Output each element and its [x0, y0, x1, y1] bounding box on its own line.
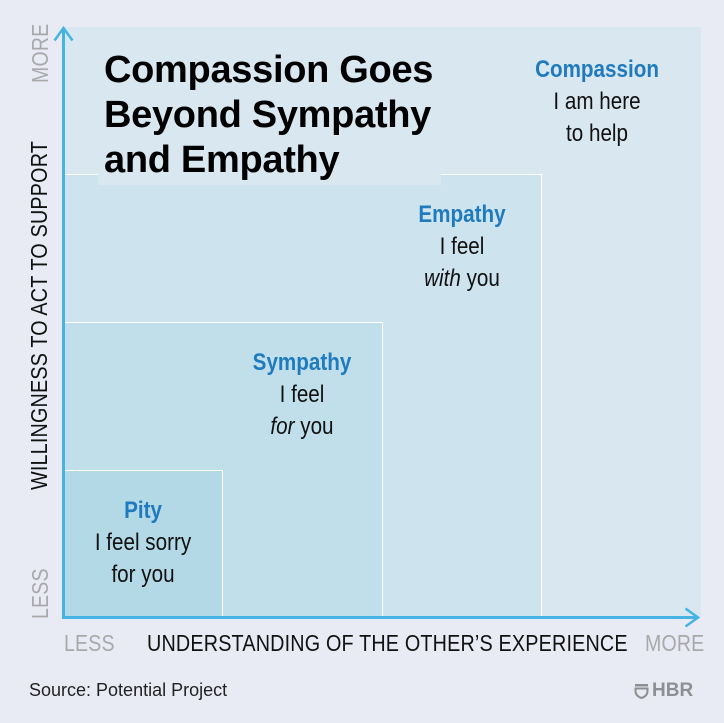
- pity-label: Pity I feel sorry for you: [57, 495, 229, 591]
- brand-name: HBR: [652, 680, 694, 701]
- pity-name: Pity: [124, 497, 162, 524]
- empathy-emphasis: with: [424, 265, 461, 292]
- arrow-up-icon: [53, 26, 74, 42]
- title-line-2: Beyond Sympathy: [104, 94, 432, 136]
- y-axis-high-label: MORE: [27, 23, 53, 83]
- source-note: Source: Potential Project: [29, 680, 228, 700]
- pity-desc-line-1: I feel sorry: [94, 529, 192, 556]
- empathy-name: Empathy: [418, 201, 506, 228]
- sympathy-desc-line-2: for you: [216, 411, 388, 443]
- sympathy-emphasis: for: [270, 413, 295, 440]
- empathy-desc-line-1: I feel: [439, 233, 485, 260]
- compassion-name: Compassion: [535, 56, 659, 83]
- empathy-label: Empathy I feel with you: [376, 199, 548, 295]
- y-axis-line: [62, 30, 65, 619]
- compassion-desc-line-2: to help: [566, 120, 628, 147]
- x-axis-low-label: LESS: [64, 630, 115, 656]
- sympathy-desc-rest: you: [294, 413, 334, 440]
- sympathy-label: Sympathy I feel for you: [216, 347, 388, 443]
- x-axis-high-label: MORE: [645, 630, 705, 656]
- pity-region: [63, 470, 223, 618]
- title-line-3: and Empathy: [104, 139, 340, 181]
- shield-icon: [634, 684, 649, 699]
- hbr-logo: HBR: [634, 680, 693, 702]
- y-axis-low-label: LESS: [27, 568, 53, 619]
- y-axis-title: WILLINGNESS TO ACT TO SUPPORT: [26, 140, 52, 490]
- compassion-label: Compassion I am here to help: [511, 54, 683, 150]
- empathy-desc-line-2: with you: [376, 263, 548, 295]
- pity-desc-line-2: for you: [111, 561, 175, 588]
- empathy-desc-rest: you: [460, 265, 500, 292]
- x-axis-line: [62, 616, 698, 619]
- sympathy-name: Sympathy: [252, 349, 352, 376]
- x-axis-title: UNDERSTANDING OF THE OTHER’S EXPERIENCE: [147, 630, 628, 656]
- compassion-desc-line-1: I am here: [553, 88, 641, 115]
- title-line-1: Compassion Goes: [104, 49, 434, 91]
- arrow-right-icon: [684, 607, 700, 628]
- sympathy-desc-line-1: I feel: [279, 381, 325, 408]
- diagram-title: Compassion Goes Beyond Sympathy and Empa…: [98, 48, 442, 185]
